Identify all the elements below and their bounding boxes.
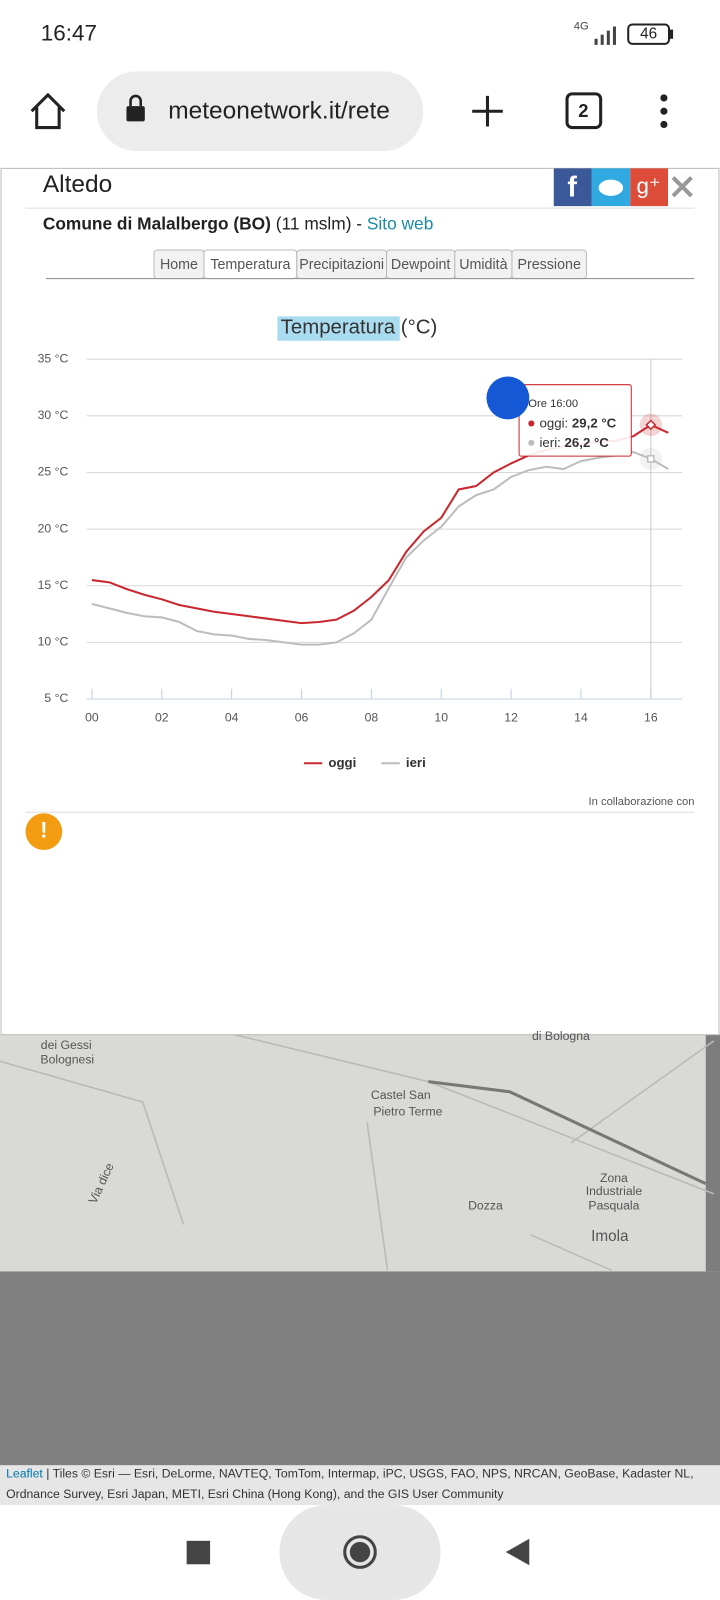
y-tick-label: 10 °C [38, 635, 69, 649]
tab-label: Umidità [459, 257, 507, 273]
tab-count: 2 [578, 100, 588, 121]
x-tick-label: 08 [365, 711, 379, 725]
tab-label: Pressione [517, 257, 580, 273]
tooltip-value: 26,2 °C [565, 434, 610, 449]
recent-apps[interactable] [186, 1540, 211, 1565]
x-tick-label: 10 [434, 711, 448, 725]
legend-label[interactable]: oggi [328, 755, 356, 770]
url-clip: meteonetwork.it/rete [168, 98, 390, 125]
x-tick-label: 06 [295, 711, 309, 725]
tab-label: Dewpoint [391, 257, 450, 273]
x-tick-label: 16 [644, 711, 658, 725]
tab-label: Temperatura [210, 257, 290, 273]
x-tick-label: 02 [155, 711, 169, 725]
tooltip-row: ieri: 26,2 °C [539, 434, 609, 449]
battery [627, 23, 671, 45]
attribution-text-2: Ordnance Survey, Esri Japan, METI, Esri … [6, 1487, 504, 1501]
attribution: Leaflet | Tiles © Esri — Esri, DeLorme, … [6, 1467, 693, 1481]
leaflet-link[interactable]: Leaflet [6, 1467, 43, 1481]
site-link[interactable]: Sito web [367, 213, 433, 233]
y-tick-label: 20 °C [38, 521, 69, 535]
tabs-button[interactable] [565, 92, 603, 130]
tooltip-header: Ore 16:00 [528, 398, 578, 410]
map-label: Bolognesi [40, 1052, 94, 1066]
station-info: Comune di Malalbergo (BO) (11 mslm) - Si… [43, 213, 433, 233]
google-plus[interactable] [630, 168, 668, 207]
facebook[interactable] [553, 168, 592, 207]
url: meteonetwork.it/rete [168, 98, 390, 125]
y-tick-label: 5 °C [44, 691, 68, 705]
x-tick-label: 12 [504, 711, 518, 725]
station-name: Altedo [43, 171, 112, 198]
tooltip [518, 384, 632, 457]
tooltip-name: oggi: [539, 415, 568, 430]
tooltip-dot [528, 420, 535, 427]
popup [0, 167, 720, 1036]
comune: Comune di Malalbergo (BO) [43, 213, 271, 233]
status-time: 16:47 [41, 21, 97, 46]
map-label: Imola [591, 1228, 629, 1245]
y-tick-label: 35 °C [38, 351, 69, 365]
series-line [91, 451, 669, 646]
attribution-text: | Tiles © Esri — Esri, DeLorme, NAVTEQ, … [46, 1467, 693, 1481]
x-tick-label: 14 [574, 711, 588, 725]
svg-text:f: f [567, 171, 577, 203]
map-label: Dozza [468, 1198, 503, 1212]
tooltip-row: oggi: 29,2 °C [539, 415, 616, 430]
warning-icon[interactable] [25, 813, 63, 850]
hover-marker [645, 419, 657, 431]
svg-text:!: ! [40, 818, 47, 843]
x-tick-label: 04 [225, 711, 239, 725]
map-label: dei Gessi [41, 1038, 92, 1052]
map-label: Pietro Terme [373, 1104, 442, 1118]
map-label: Zona [600, 1171, 628, 1185]
home-nav[interactable] [343, 1535, 377, 1569]
altitude: (11 mslm) - [276, 213, 362, 233]
battery-level: 46 [640, 26, 657, 43]
map-label: Castel San [371, 1088, 431, 1102]
legend-label[interactable]: ieri [406, 755, 426, 770]
back[interactable] [505, 1538, 530, 1566]
tab-label: Precipitazioni [299, 257, 384, 273]
menu[interactable] [660, 94, 668, 129]
svg-text:g⁺: g⁺ [636, 174, 660, 199]
network: 4G [574, 20, 589, 32]
tooltip-name: ieri: [539, 434, 560, 449]
y-tick-label: 25 °C [38, 465, 69, 479]
home-button[interactable] [30, 92, 66, 130]
x-tick-label: 00 [85, 711, 99, 725]
new-tab[interactable] [472, 95, 503, 127]
overlay-blob [486, 376, 530, 420]
y-tick-label: 30 °C [38, 408, 69, 422]
map-label: Pasquala [588, 1198, 639, 1212]
chart-title: Temperatura (°C) [281, 317, 438, 339]
tooltip-value: 29,2 °C [572, 415, 617, 430]
hover-marker [647, 455, 655, 463]
tooltip-dot [528, 439, 535, 446]
chart-title-text: Temperatura [281, 317, 396, 339]
map-label: di Bologna [532, 1029, 590, 1043]
url-bar[interactable] [96, 71, 424, 152]
chart-unit: (°C) [401, 317, 437, 339]
credit: In collaborazione con [589, 796, 695, 808]
y-tick-label: 15 °C [38, 578, 69, 592]
close[interactable] [671, 176, 693, 198]
tab-label: Home [160, 257, 198, 273]
map-label: Industriale [586, 1184, 643, 1198]
